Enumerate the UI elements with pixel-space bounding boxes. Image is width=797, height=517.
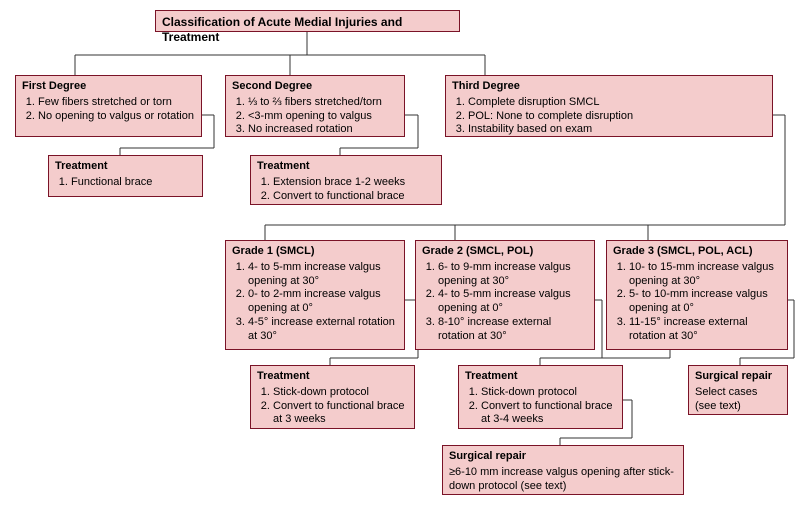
list-item: <3-mm opening to valgus xyxy=(248,110,398,124)
grade3-title: Grade 3 (SMCL, POL, ACL) xyxy=(613,245,753,257)
grade3-surgical-text: Select cases (see text) xyxy=(695,386,781,414)
list-item: Convert to functional brace at 3 weeks xyxy=(273,400,408,428)
first-degree-title: First Degree xyxy=(22,80,86,92)
grade2-box: Grade 2 (SMCL, POL) 6- to 9-mm increase … xyxy=(415,240,595,350)
surgical-title: Surgical repair xyxy=(449,450,526,462)
list-item: POL: None to complete disruption xyxy=(468,110,766,124)
grade1-title: Grade 1 (SMCL) xyxy=(232,245,315,257)
list-item: Functional brace xyxy=(71,176,196,190)
list-item: 10- to 15-mm increase valgus opening at … xyxy=(629,261,781,289)
list-item: ⅓ to ⅔ fibers stretched/torn xyxy=(248,96,398,110)
first-degree-treatment-box: Treatment Functional brace xyxy=(48,155,203,197)
first-degree-treatment-list: Functional brace xyxy=(55,176,196,190)
list-item: No increased rotation xyxy=(248,123,398,137)
third-degree-box: Third Degree Complete disruption SMCL PO… xyxy=(445,75,773,137)
list-item: 4-5° increase external rotation at 30° xyxy=(248,316,398,344)
treatment-title: Treatment xyxy=(257,160,310,172)
list-item: 6- to 9-mm increase valgus opening at 30… xyxy=(438,261,588,289)
list-item: No opening to valgus or rotation xyxy=(38,110,195,124)
list-item: Convert to functional brace at 3-4 weeks xyxy=(481,400,616,428)
first-degree-box: First Degree Few fibers stretched or tor… xyxy=(15,75,202,137)
treatment-title: Treatment xyxy=(465,370,518,382)
list-item: Few fibers stretched or torn xyxy=(38,96,195,110)
grade1-box: Grade 1 (SMCL) 4- to 5-mm increase valgu… xyxy=(225,240,405,350)
second-degree-treatment-box: Treatment Extension brace 1-2 weeks Conv… xyxy=(250,155,442,205)
grade2-title: Grade 2 (SMCL, POL) xyxy=(422,245,533,257)
grade3-box: Grade 3 (SMCL, POL, ACL) 10- to 15-mm in… xyxy=(606,240,788,350)
list-item: 8-10° increase external rotation at 30° xyxy=(438,316,588,344)
diagram-stage: Classification of Acute Medial Injuries … xyxy=(0,0,797,517)
list-item: 0- to 2-mm increase valgus opening at 0° xyxy=(248,288,398,316)
list-item: 4- to 5-mm increase valgus opening at 30… xyxy=(248,261,398,289)
treatment-title: Treatment xyxy=(55,160,108,172)
grade2-surgical-text: ≥6-10 mm increase valgus opening after s… xyxy=(449,466,677,494)
grade2-treatment-list: Stick-down protocol Convert to functiona… xyxy=(465,386,616,427)
grade1-treatment-list: Stick-down protocol Convert to functiona… xyxy=(257,386,408,427)
second-degree-title: Second Degree xyxy=(232,80,312,92)
grade3-list: 10- to 15-mm increase valgus opening at … xyxy=(613,261,781,344)
first-degree-list: Few fibers stretched or torn No opening … xyxy=(22,96,195,124)
grade1-list: 4- to 5-mm increase valgus opening at 30… xyxy=(232,261,398,344)
grade1-treatment-box: Treatment Stick-down protocol Convert to… xyxy=(250,365,415,429)
surgical-title: Surgical repair xyxy=(695,370,772,382)
list-item: Stick-down protocol xyxy=(481,386,616,400)
list-item: Complete disruption SMCL xyxy=(468,96,766,110)
list-item: Instability based on exam xyxy=(468,123,766,137)
second-degree-box: Second Degree ⅓ to ⅔ fibers stretched/to… xyxy=(225,75,405,137)
list-item: Extension brace 1-2 weeks xyxy=(273,176,435,190)
third-degree-title: Third Degree xyxy=(452,80,520,92)
list-item: 4- to 5-mm increase valgus opening at 0° xyxy=(438,288,588,316)
grade2-treatment-box: Treatment Stick-down protocol Convert to… xyxy=(458,365,623,429)
list-item: Convert to functional brace xyxy=(273,190,435,204)
treatment-title: Treatment xyxy=(257,370,310,382)
grade3-surgical-box: Surgical repair Select cases (see text) xyxy=(688,365,788,415)
second-degree-treatment-list: Extension brace 1-2 weeks Convert to fun… xyxy=(257,176,435,204)
root-box: Classification of Acute Medial Injuries … xyxy=(155,10,460,32)
third-degree-list: Complete disruption SMCL POL: None to co… xyxy=(452,96,766,137)
second-degree-list: ⅓ to ⅔ fibers stretched/torn <3-mm openi… xyxy=(232,96,398,137)
list-item: 11-15° increase external rotation at 30° xyxy=(629,316,781,344)
list-item: 5- to 10-mm increase valgus opening at 0… xyxy=(629,288,781,316)
grade2-list: 6- to 9-mm increase valgus opening at 30… xyxy=(422,261,588,344)
grade2-surgical-box: Surgical repair ≥6-10 mm increase valgus… xyxy=(442,445,684,495)
list-item: Stick-down protocol xyxy=(273,386,408,400)
